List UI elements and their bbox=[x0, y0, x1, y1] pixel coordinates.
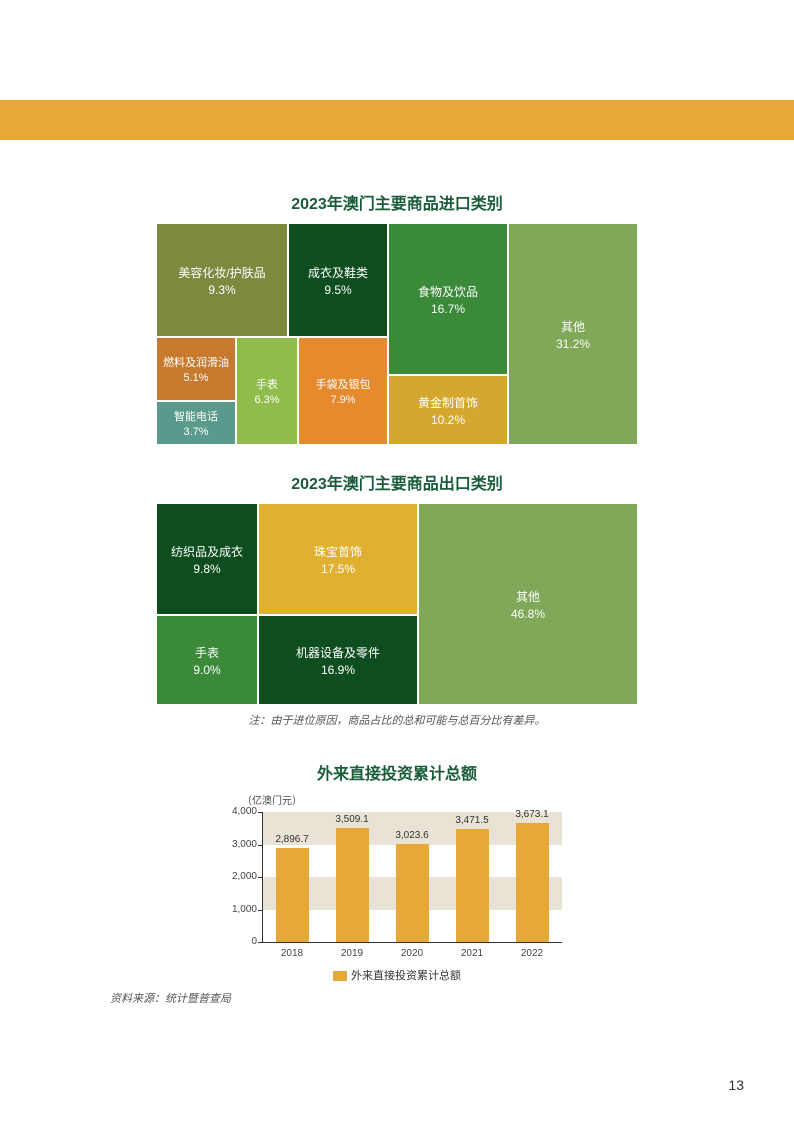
cell-label: 黄金制首饰 bbox=[418, 394, 478, 411]
treemap-cell: 其他 46.8% bbox=[419, 504, 637, 704]
cell-label: 机器设备及零件 bbox=[296, 644, 380, 661]
page-number: 13 bbox=[728, 1077, 744, 1093]
cell-pct: 9.8% bbox=[193, 562, 220, 576]
x-tick: 2020 bbox=[387, 948, 437, 959]
treemap-cell: 纺织品及成衣 9.8% bbox=[157, 504, 257, 614]
bar-value-label: 3,471.5 bbox=[447, 815, 497, 826]
cell-label: 成衣及鞋类 bbox=[308, 264, 368, 281]
legend-swatch bbox=[333, 971, 347, 981]
exports-title: 2023年澳门主要商品出口类别 bbox=[0, 470, 794, 494]
bar-value-label: 3,023.6 bbox=[387, 830, 437, 841]
cell-label: 珠宝首饰 bbox=[314, 543, 362, 560]
cell-label: 食物及饮品 bbox=[418, 283, 478, 300]
treemap-cell: 黄金制首饰 10.2% bbox=[389, 376, 507, 444]
cell-pct: 17.5% bbox=[321, 562, 355, 576]
bar bbox=[516, 823, 549, 942]
y-axis-unit: （亿澳门元） bbox=[242, 792, 302, 807]
y-tick: 2,000 bbox=[222, 871, 257, 882]
bar bbox=[396, 844, 429, 942]
bar-legend: 外来直接投资累计总额 bbox=[212, 967, 582, 983]
cell-label: 手表 bbox=[256, 376, 278, 392]
treemap-cell: 美容化妆/护肤品 9.3% bbox=[157, 224, 287, 336]
treemap-cell: 成衣及鞋类 9.5% bbox=[289, 224, 387, 336]
cell-pct: 7.9% bbox=[330, 394, 355, 406]
y-tick: 3,000 bbox=[222, 839, 257, 850]
cell-pct: 9.3% bbox=[208, 283, 235, 297]
cell-label: 燃料及润滑油 bbox=[163, 354, 229, 370]
y-tick: 1,000 bbox=[222, 904, 257, 915]
bar bbox=[456, 829, 489, 942]
cell-label: 其他 bbox=[561, 318, 585, 335]
x-tick: 2019 bbox=[327, 948, 377, 959]
fdi-bar-chart: （亿澳门元） 0 1,000 2,000 3,000 4,000 2,896.7 2018 3,… bbox=[212, 792, 582, 992]
treemap-cell: 燃料及润滑油 5.1% bbox=[157, 338, 235, 400]
cell-pct: 6.3% bbox=[254, 394, 279, 406]
header-bar bbox=[0, 100, 794, 140]
source-text: 资料来源：统计暨普查局 bbox=[110, 990, 231, 1006]
cell-pct: 9.5% bbox=[324, 283, 351, 297]
bar bbox=[336, 828, 369, 942]
treemap-cell: 手袋及银包 7.9% bbox=[299, 338, 387, 444]
cell-pct: 3.7% bbox=[183, 426, 208, 438]
cell-pct: 31.2% bbox=[556, 337, 590, 351]
imports-treemap: 美容化妆/护肤品 9.3% 成衣及鞋类 9.5% 食物及饮品 16.7% 其他 31.2% 燃料… bbox=[157, 224, 637, 444]
imports-title: 2023年澳门主要商品进口类别 bbox=[0, 190, 794, 214]
x-tick: 2018 bbox=[267, 948, 317, 959]
legend-label: 外来直接投资累计总额 bbox=[351, 970, 461, 982]
cell-label: 智能电话 bbox=[174, 408, 218, 424]
cell-label: 纺织品及成衣 bbox=[171, 543, 243, 560]
treemap-cell: 机器设备及零件 16.9% bbox=[259, 616, 417, 704]
treemap-cell: 智能电话 3.7% bbox=[157, 402, 235, 444]
bar bbox=[276, 848, 309, 942]
treemap-cell: 手表 9.0% bbox=[157, 616, 257, 704]
exports-treemap: 纺织品及成衣 9.8% 珠宝首饰 17.5% 手表 9.0% 机器设备及零件 16.9% 其他 4… bbox=[157, 504, 637, 704]
bar-value-label: 3,673.1 bbox=[507, 809, 557, 820]
cell-label: 手袋及银包 bbox=[316, 376, 371, 392]
cell-pct: 9.0% bbox=[193, 663, 220, 677]
y-tick: 0 bbox=[222, 936, 257, 947]
treemap-note: 注：由于进位原因，商品占比的总和可能与总百分比有差异。 bbox=[0, 712, 794, 728]
cell-label: 其他 bbox=[516, 588, 540, 605]
bar-chart-title: 外来直接投资累计总额 bbox=[0, 760, 794, 784]
bar-value-label: 2,896.7 bbox=[267, 834, 317, 845]
treemap-cell: 其他 31.2% bbox=[509, 224, 637, 444]
treemap-cell: 手表 6.3% bbox=[237, 338, 297, 444]
y-tick: 4,000 bbox=[222, 806, 257, 817]
x-tick: 2021 bbox=[447, 948, 497, 959]
cell-pct: 16.9% bbox=[321, 663, 355, 677]
cell-pct: 5.1% bbox=[183, 372, 208, 384]
x-tick: 2022 bbox=[507, 948, 557, 959]
cell-label: 美容化妆/护肤品 bbox=[178, 264, 265, 281]
bar-value-label: 3,509.1 bbox=[327, 814, 377, 825]
cell-pct: 10.2% bbox=[431, 413, 465, 427]
treemap-cell: 珠宝首饰 17.5% bbox=[259, 504, 417, 614]
treemap-cell: 食物及饮品 16.7% bbox=[389, 224, 507, 374]
cell-label: 手表 bbox=[195, 644, 219, 661]
cell-pct: 46.8% bbox=[511, 607, 545, 621]
cell-pct: 16.7% bbox=[431, 302, 465, 316]
